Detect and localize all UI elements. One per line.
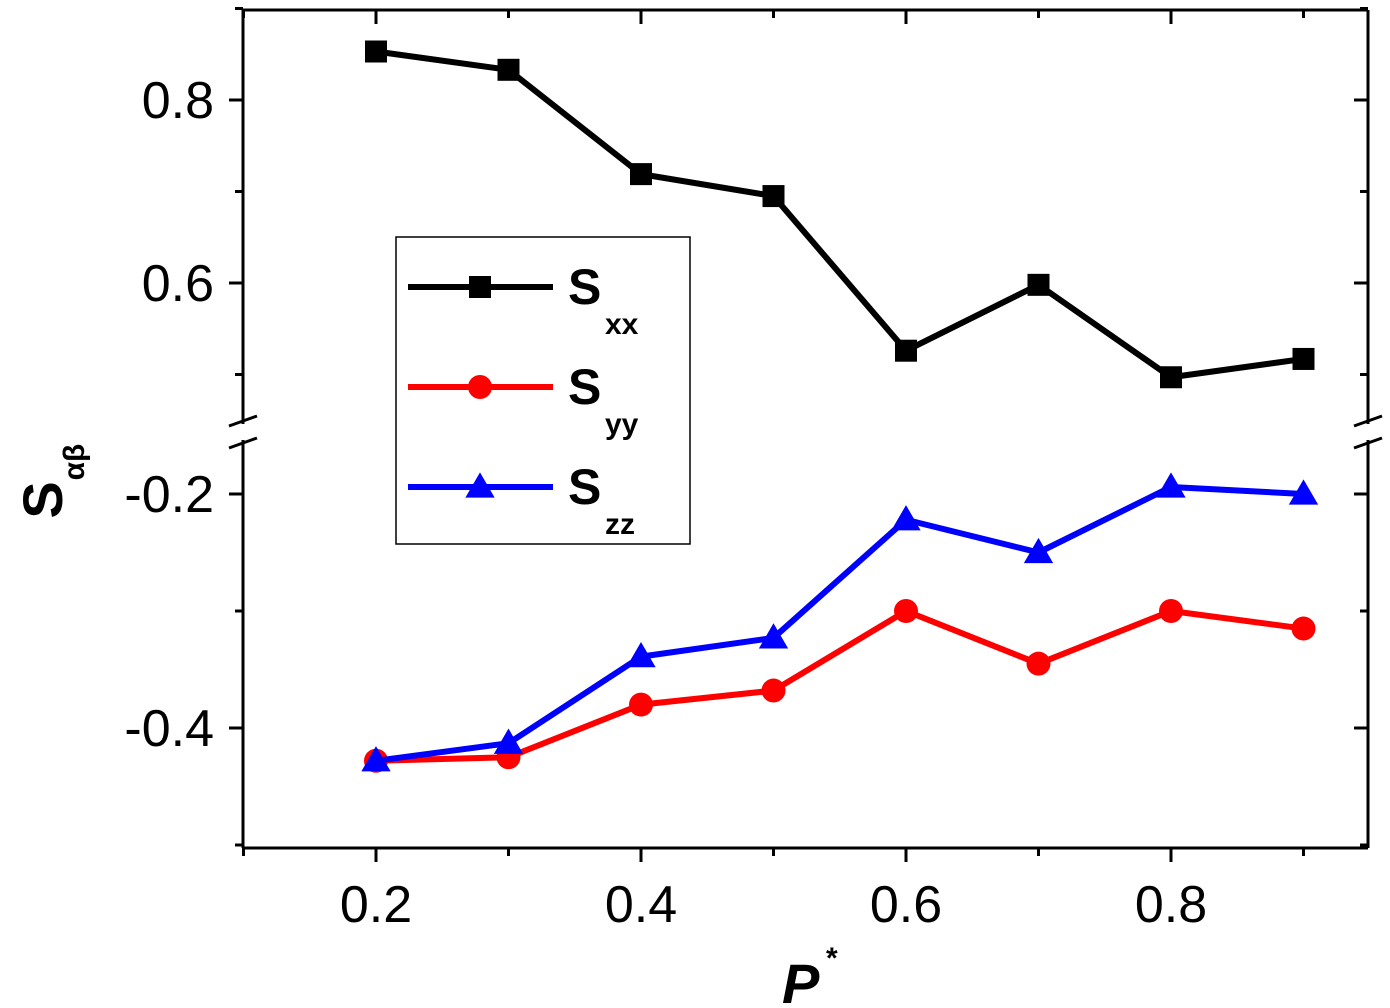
series-layer (361, 40, 1319, 773)
marker-triangle (361, 746, 391, 772)
marker-square (895, 339, 917, 362)
series-xx (365, 40, 1315, 389)
y-tick-label: -0.4 (124, 700, 214, 758)
y-tick-label: 0.6 (142, 255, 214, 313)
axis-labels: 0.2 0.4 0.6 0.8 0.8 0.6 -0.2 -0.4 P * Sαβ (11, 72, 1207, 1008)
marker-square (1292, 347, 1315, 370)
marker-square (497, 58, 520, 81)
axis-break-mark (228, 414, 258, 428)
marker-triangle (1288, 479, 1319, 505)
y-axis-title: Sαβ (11, 444, 91, 519)
marker-circle (468, 375, 492, 399)
x-axis-title-sup: * (826, 942, 838, 975)
axes (228, 7, 1383, 862)
marker-triangle (1156, 472, 1186, 498)
series-line-xx (375, 48, 1304, 381)
legend-sub: xx (605, 308, 639, 341)
marker-circle (1291, 616, 1316, 641)
marker-triangle (493, 728, 524, 754)
legend-label: S (568, 459, 601, 515)
legend-label: S (568, 259, 601, 315)
y-tick-label: -0.2 (124, 466, 214, 524)
marker-triangle (891, 505, 921, 531)
series-line-yy (375, 608, 1304, 764)
legend-label: S (568, 359, 601, 415)
legend-sub: zz (605, 508, 635, 541)
marker-circle (1026, 651, 1051, 676)
marker-circle (1159, 599, 1183, 623)
x-tick-label: 0.8 (1135, 876, 1207, 934)
marker-triangle (626, 641, 656, 668)
marker-circle (894, 599, 918, 623)
legend-sub: yy (605, 408, 639, 441)
marker-triangle (1023, 537, 1054, 564)
y-axis-title-sub: αβ (58, 444, 91, 481)
marker-square (630, 163, 652, 186)
axis-break-mark (1353, 436, 1383, 450)
marker-circle (761, 678, 786, 703)
marker-square (365, 40, 387, 63)
series-zz (361, 472, 1319, 772)
marker-square (1160, 366, 1182, 389)
x-axis-title: P (782, 952, 820, 1008)
series-yy (364, 599, 1316, 773)
x-tick-label: 0.2 (340, 876, 412, 934)
marker-triangle (465, 472, 495, 498)
marker-circle (629, 692, 653, 717)
y-axis-title-main: S (11, 481, 74, 518)
legend-item-xx: Sxx (408, 259, 639, 341)
legend-item-yy: Syy (408, 359, 639, 441)
marker-square (1027, 273, 1050, 296)
axis-break-mark (1353, 414, 1383, 428)
axis-break-mark (228, 436, 258, 450)
series-line-zz (375, 483, 1304, 764)
x-tick-label: 0.4 (605, 876, 677, 934)
legend-item-zz: Szz (408, 459, 635, 541)
x-tick-label: 0.6 (870, 876, 942, 934)
legend-box (395, 236, 691, 545)
marker-triangle (758, 623, 789, 649)
y-tick-label: 0.8 (142, 72, 214, 130)
marker-square (762, 185, 785, 208)
marker-square (469, 276, 491, 298)
